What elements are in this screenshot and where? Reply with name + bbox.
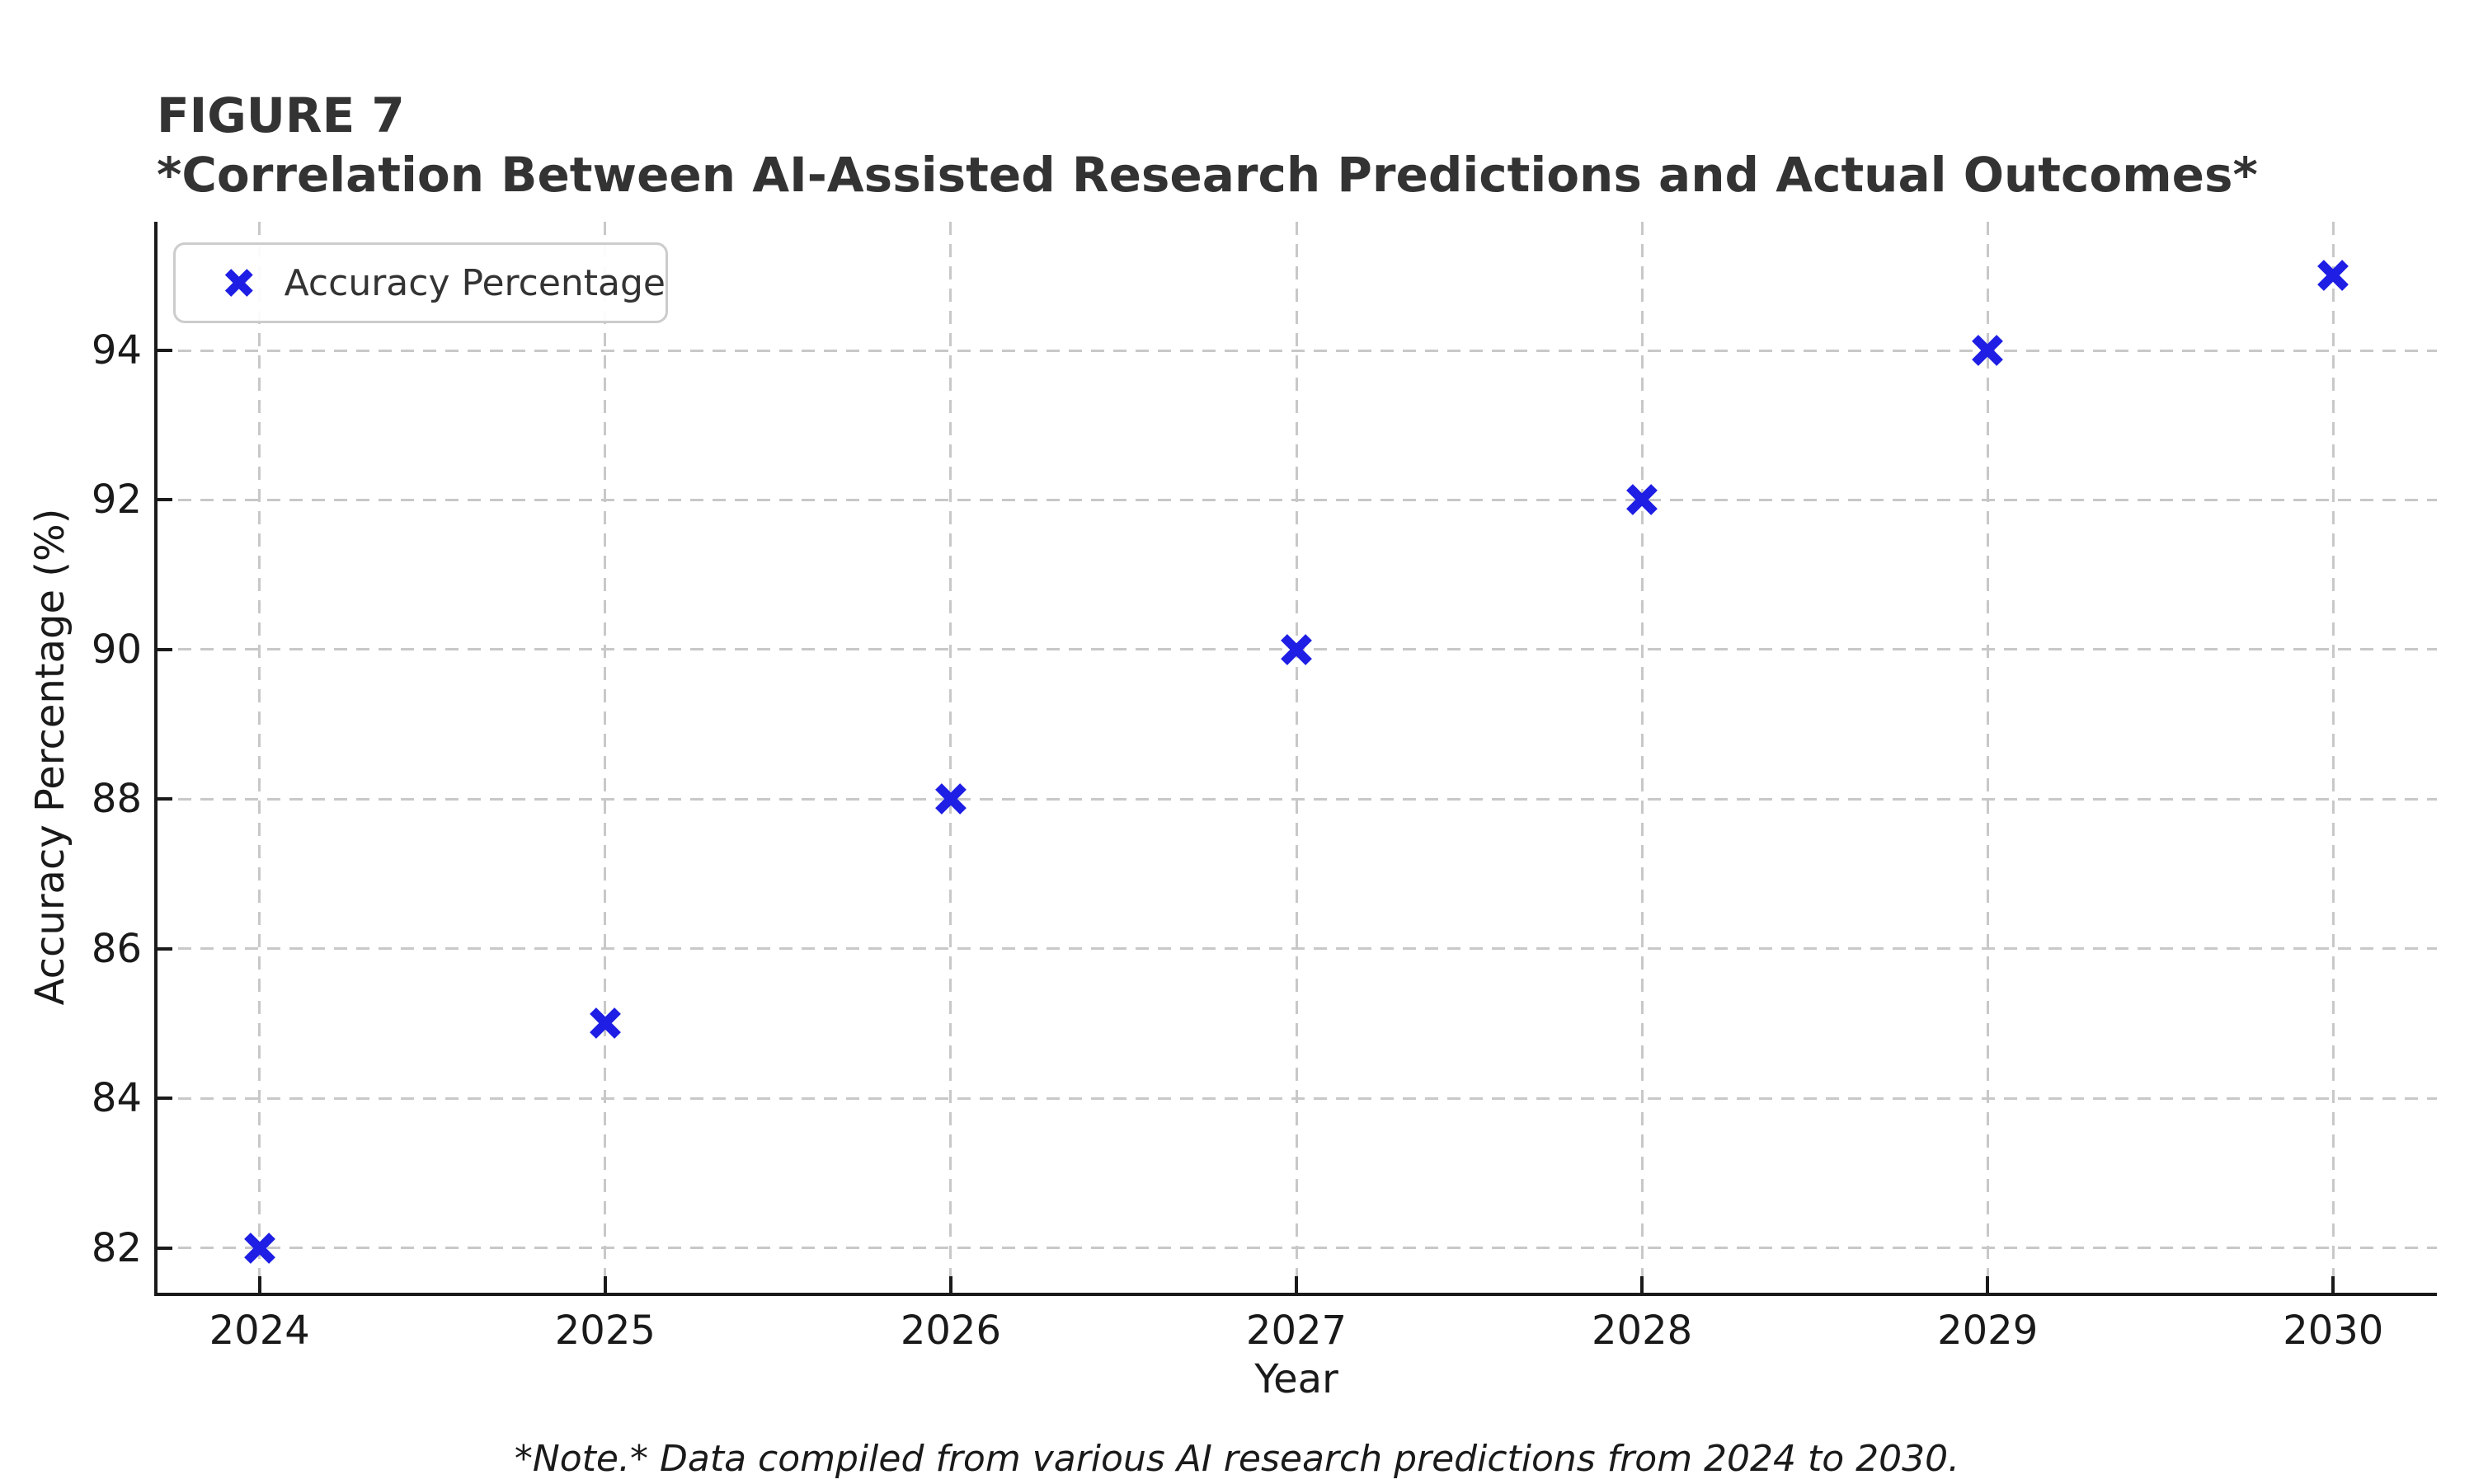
x-axis-spine (154, 1293, 2437, 1296)
data-point-marker (589, 1007, 621, 1040)
x-tick-label: 2029 (1937, 1308, 2039, 1354)
data-point-marker (1972, 335, 2004, 366)
y-tick-label: 86 (91, 925, 142, 972)
gridline-vertical (2331, 222, 2335, 1293)
x-tick-mark (603, 1276, 607, 1293)
x-tick-mark (1986, 1276, 1990, 1293)
x-tick-mark (1640, 1276, 1644, 1293)
gridline-vertical (1986, 222, 1989, 1293)
y-tick-mark (156, 349, 172, 353)
gridline-horizontal (156, 947, 2437, 951)
y-tick-label: 92 (91, 477, 142, 524)
y-tick-label: 94 (91, 327, 142, 374)
gridline-horizontal (156, 349, 2437, 352)
y-tick-mark (156, 1246, 172, 1250)
plot-area: Accuracy Percentage (156, 222, 2437, 1293)
y-tick-mark (156, 647, 172, 651)
y-tick-label: 84 (91, 1075, 142, 1122)
data-point-marker (2317, 260, 2349, 292)
x-tick-label: 2027 (1245, 1308, 1348, 1354)
gridline-vertical (949, 222, 952, 1293)
data-point-marker (1281, 633, 1312, 665)
gridline-horizontal (156, 797, 2437, 801)
y-tick-mark (156, 946, 172, 951)
x-tick-label: 2030 (2283, 1308, 2384, 1354)
gridline-vertical (1295, 222, 1298, 1293)
y-tick-mark (156, 498, 172, 502)
x-tick-mark (257, 1276, 261, 1293)
x-tick-label: 2028 (1592, 1308, 1693, 1354)
gridline-horizontal (156, 1247, 2437, 1250)
data-point-marker (1626, 484, 1658, 516)
figure-label: FIGURE 7 (157, 87, 405, 143)
gridline-vertical (604, 222, 607, 1293)
legend-x-marker-icon (224, 269, 253, 297)
x-tick-mark (2331, 1276, 2335, 1293)
y-tick-label: 88 (91, 776, 142, 823)
x-tick-mark (948, 1276, 952, 1293)
gridline-horizontal (156, 1097, 2437, 1100)
y-tick-mark (156, 797, 172, 801)
y-axis-spine (154, 222, 158, 1296)
figure-note: *Note.* Data compiled from various AI re… (514, 1438, 1960, 1480)
x-tick-mark (1295, 1276, 1298, 1293)
x-axis-label: Year (1254, 1356, 1338, 1402)
chart-title: *Correlation Between AI-Assisted Researc… (157, 147, 2258, 203)
x-tick-label: 2024 (209, 1308, 310, 1354)
gridline-vertical (258, 222, 261, 1293)
y-tick-mark (156, 1097, 172, 1101)
x-tick-label: 2026 (900, 1308, 1001, 1354)
x-tick-label: 2025 (554, 1308, 656, 1354)
legend-label: Accuracy Percentage (284, 261, 666, 304)
y-tick-label: 82 (91, 1224, 142, 1271)
gridline-vertical (1640, 222, 1644, 1293)
legend: Accuracy Percentage (173, 242, 668, 323)
data-point-marker (935, 783, 967, 815)
y-tick-label: 90 (91, 626, 142, 673)
data-point-marker (243, 1232, 275, 1264)
title-block: FIGURE 7 *Correlation Between AI-Assiste… (157, 86, 2258, 204)
gridline-horizontal (156, 498, 2437, 501)
